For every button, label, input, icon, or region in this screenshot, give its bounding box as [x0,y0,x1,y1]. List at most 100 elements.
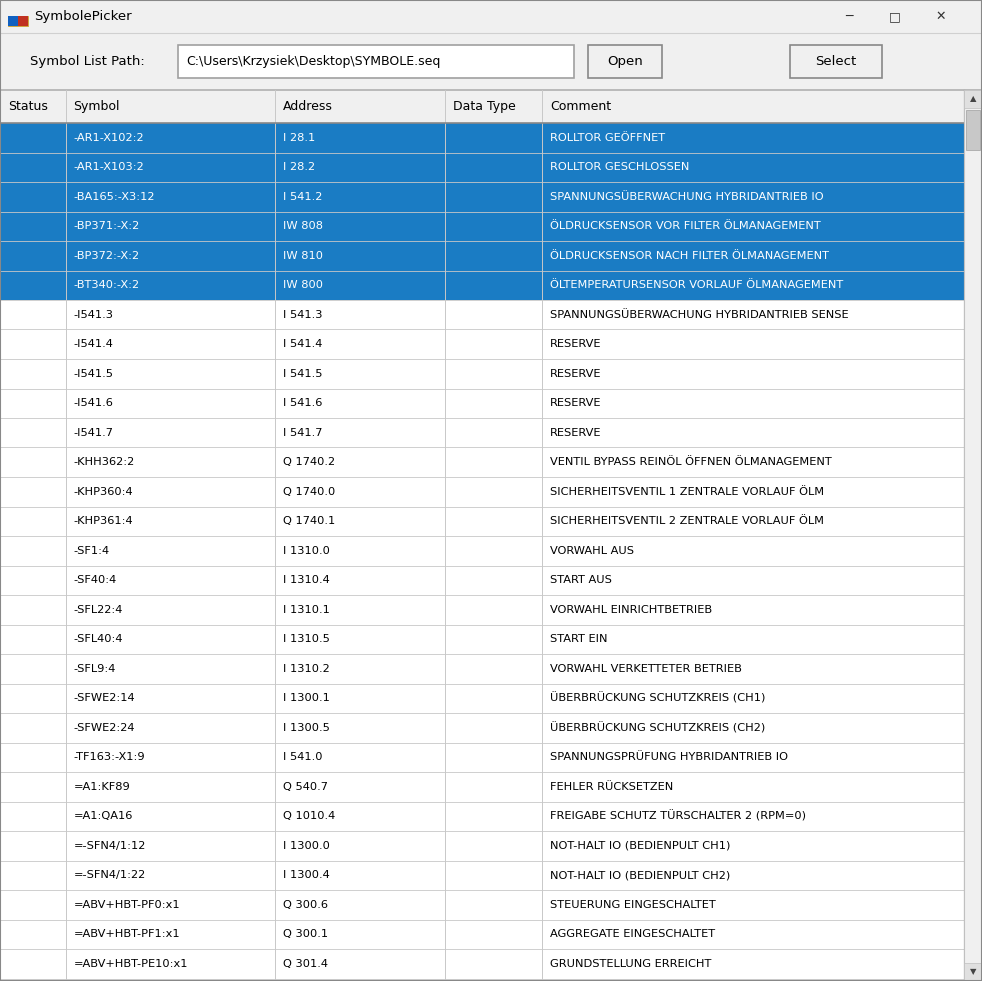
Text: I 541.6: I 541.6 [283,398,322,408]
Text: -SF1:4: -SF1:4 [74,545,110,556]
Bar [0,271,964,300]
Text: ─: ─ [846,10,852,23]
Text: ROLLTOR GEÖFFNET: ROLLTOR GEÖFFNET [550,132,665,143]
Text: Symbol: Symbol [74,100,120,113]
Text: NOT-HALT IO (BEDIENPULT CH1): NOT-HALT IO (BEDIENPULT CH1) [550,841,731,851]
Text: =A1:QA16: =A1:QA16 [74,811,133,821]
Bar [0,359,964,388]
Text: I 541.0: I 541.0 [283,752,322,762]
Text: I 1310.5: I 1310.5 [283,635,330,645]
Text: -SFL22:4: -SFL22:4 [74,604,123,615]
Text: Select: Select [815,55,856,68]
Text: I 541.7: I 541.7 [283,428,322,438]
Text: I 1300.4: I 1300.4 [283,870,330,880]
Text: START AUS: START AUS [550,575,612,586]
Text: I 541.2: I 541.2 [283,191,322,202]
Text: Q 1740.2: Q 1740.2 [283,457,335,467]
Text: I 1310.0: I 1310.0 [283,545,330,556]
Bar [588,45,662,78]
Bar [0,241,964,271]
Bar [0,831,964,860]
Text: =-SFN4/1:22: =-SFN4/1:22 [74,870,145,880]
Text: -KHH362:2: -KHH362:2 [74,457,135,467]
Bar [0,182,964,212]
Text: -BP372:-X:2: -BP372:-X:2 [74,251,139,261]
Text: -SFWE2:14: -SFWE2:14 [74,694,136,703]
Text: Q 300.6: Q 300.6 [283,900,328,909]
Text: -AR1-X103:2: -AR1-X103:2 [74,162,144,173]
Text: I 541.4: I 541.4 [283,339,322,349]
Text: SICHERHEITSVENTIL 1 ZENTRALE VORLAUF ÖLM: SICHERHEITSVENTIL 1 ZENTRALE VORLAUF ÖLM [550,487,824,496]
Text: -SFL9:4: -SFL9:4 [74,664,116,674]
Text: □: □ [889,10,900,23]
Text: Q 1740.0: Q 1740.0 [283,487,335,496]
Text: Open: Open [607,55,643,68]
Text: ÜBERBRÜCKUNG SCHUTZKREIS (CH2): ÜBERBRÜCKUNG SCHUTZKREIS (CH2) [550,722,765,734]
Text: =ABV+HBT-PF0:x1: =ABV+HBT-PF0:x1 [74,900,180,909]
Bar [19,16,28,26]
Text: SPANNUNGSÜBERWACHUNG HYBRIDANTRIEB SENSE: SPANNUNGSÜBERWACHUNG HYBRIDANTRIEB SENSE [550,310,848,320]
Bar [964,90,982,981]
Bar [0,506,964,536]
Text: NOT-HALT IO (BEDIENPULT CH2): NOT-HALT IO (BEDIENPULT CH2) [550,870,730,880]
Text: Q 1740.1: Q 1740.1 [283,516,335,526]
Text: IW 810: IW 810 [283,251,323,261]
Text: SPANNUNGSÜBERWACHUNG HYBRIDANTRIEB IO: SPANNUNGSÜBERWACHUNG HYBRIDANTRIEB IO [550,191,823,202]
Text: SICHERHEITSVENTIL 2 ZENTRALE VORLAUF ÖLM: SICHERHEITSVENTIL 2 ZENTRALE VORLAUF ÖLM [550,516,824,526]
Bar [0,477,964,506]
Bar [0,625,964,654]
Text: RESERVE: RESERVE [550,369,601,379]
Text: ÖLDRUCKSENSOR NACH FILTER ÖLMANAGEMENT: ÖLDRUCKSENSOR NACH FILTER ÖLMANAGEMENT [550,251,829,261]
Text: =A1:KF89: =A1:KF89 [74,782,131,792]
Bar [0,330,964,359]
Text: STEUERUNG EINGESCHALTET: STEUERUNG EINGESCHALTET [550,900,716,909]
Bar [178,45,574,78]
Text: I 1310.4: I 1310.4 [283,575,330,586]
Bar [790,45,882,78]
Text: Q 300.1: Q 300.1 [283,929,328,939]
Text: I 541.3: I 541.3 [283,310,322,320]
Bar [0,919,964,949]
Bar [0,388,964,418]
Text: RESERVE: RESERVE [550,339,601,349]
Text: ▼: ▼ [970,967,976,976]
Text: Q 1010.4: Q 1010.4 [283,811,335,821]
Text: I 1300.5: I 1300.5 [283,723,330,733]
Text: ÖLTEMPERATURSENSOR VORLAUF ÖLMANAGEMENT: ÖLTEMPERATURSENSOR VORLAUF ÖLMANAGEMENT [550,281,843,290]
Bar [0,418,964,447]
Bar [0,595,964,625]
Text: RESERVE: RESERVE [550,398,601,408]
Bar [0,300,964,330]
Bar [0,565,964,595]
Text: -SF40:4: -SF40:4 [74,575,117,586]
Bar [8,16,28,26]
Text: -BA165:-X3:12: -BA165:-X3:12 [74,191,155,202]
Text: SymbolePicker: SymbolePicker [34,10,132,23]
Text: -TF163:-X1:9: -TF163:-X1:9 [74,752,145,762]
Text: Address: Address [283,100,333,113]
Text: Q 540.7: Q 540.7 [283,782,328,792]
Bar [0,772,964,801]
Text: -I541.5: -I541.5 [74,369,114,379]
Text: ROLLTOR GESCHLOSSEN: ROLLTOR GESCHLOSSEN [550,162,689,173]
Bar [0,890,964,919]
Text: RESERVE: RESERVE [550,428,601,438]
Text: IW 800: IW 800 [283,281,323,290]
Text: I 28.1: I 28.1 [283,132,315,143]
Text: Q 301.4: Q 301.4 [283,958,328,969]
Text: -KHP360:4: -KHP360:4 [74,487,134,496]
Text: VORWAHL EINRICHTBETRIEB: VORWAHL EINRICHTBETRIEB [550,604,712,615]
Text: I 28.2: I 28.2 [283,162,315,173]
Bar [0,152,964,182]
Bar [0,536,964,565]
Text: I 1310.1: I 1310.1 [283,604,330,615]
Text: -BP371:-X:2: -BP371:-X:2 [74,222,139,232]
Bar [0,447,964,477]
Text: AGGREGATE EINGESCHALTET: AGGREGATE EINGESCHALTET [550,929,715,939]
Text: -BT340:-X:2: -BT340:-X:2 [74,281,139,290]
Text: ▲: ▲ [970,94,976,104]
Bar [0,123,964,152]
Bar [0,949,964,978]
Text: -AR1-X102:2: -AR1-X102:2 [74,132,144,143]
Text: -I541.3: -I541.3 [74,310,114,320]
